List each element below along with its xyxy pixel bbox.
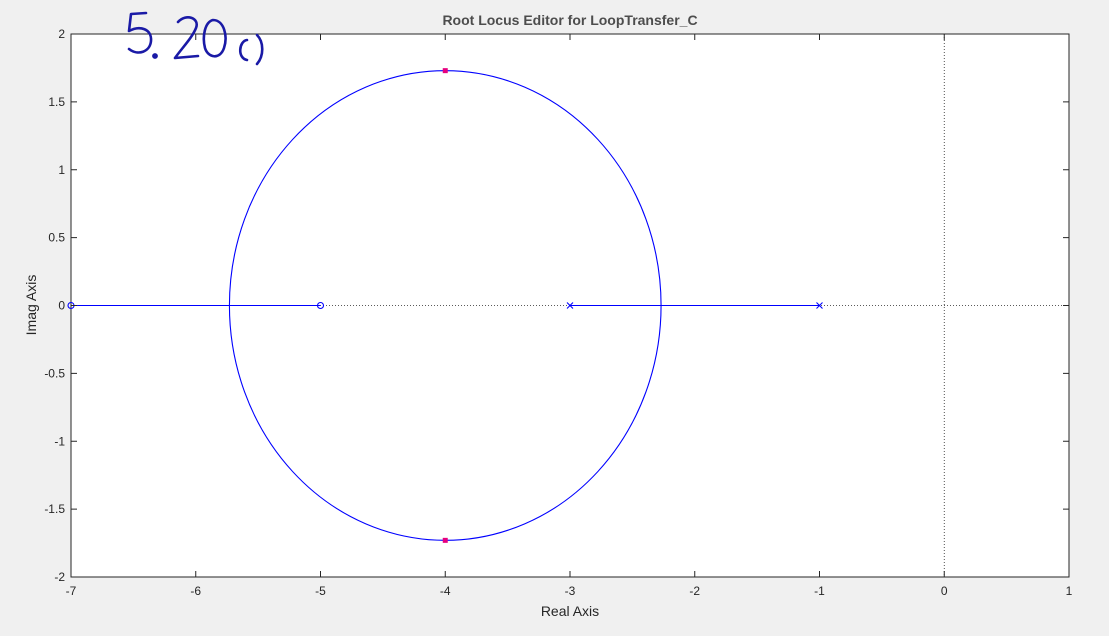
chart-title: Root Locus Editor for LoopTransfer_C (442, 12, 697, 28)
x-tick-label: -5 (315, 584, 326, 598)
x-tick-label: -2 (689, 584, 700, 598)
x-tick-label: -7 (66, 584, 77, 598)
y-tick-label: 1 (58, 163, 65, 177)
y-tick-label: 0.5 (48, 231, 65, 245)
y-tick-label: -0.5 (44, 366, 65, 380)
x-tick-label: -3 (565, 584, 576, 598)
pole-zero-markers (67, 68, 823, 543)
x-ticks: -7 -6 -5 -4 -3 -2 -1 0 1 (66, 34, 1073, 598)
y-tick-label: 0 (58, 299, 65, 313)
open-loop-zero-marker (316, 301, 325, 310)
y-ticks: -2 -1.5 -1 -0.5 0 0.5 1 1.5 2 (44, 27, 1069, 584)
x-tick-label: 1 (1066, 584, 1073, 598)
y-tick-label: -1.5 (44, 502, 65, 516)
y-tick-label: 2 (58, 27, 65, 41)
closed-loop-pole-marker[interactable] (442, 537, 448, 543)
y-tick-label: -2 (54, 570, 65, 584)
y-axis-label: Imag Axis (23, 275, 39, 336)
y-tick-label: 1.5 (48, 95, 65, 109)
open-loop-pole-marker (816, 302, 823, 309)
x-tick-label: -6 (190, 584, 201, 598)
closed-loop-pole-marker[interactable] (442, 68, 448, 74)
x-tick-label: -4 (440, 584, 451, 598)
y-tick-label: -1 (54, 434, 65, 448)
x-tick-label: -1 (814, 584, 825, 598)
x-tick-label: 0 (941, 584, 948, 598)
handwritten-annotation (127, 11, 264, 66)
x-axis-label: Real Axis (541, 603, 599, 619)
open-loop-pole-marker (566, 302, 574, 309)
